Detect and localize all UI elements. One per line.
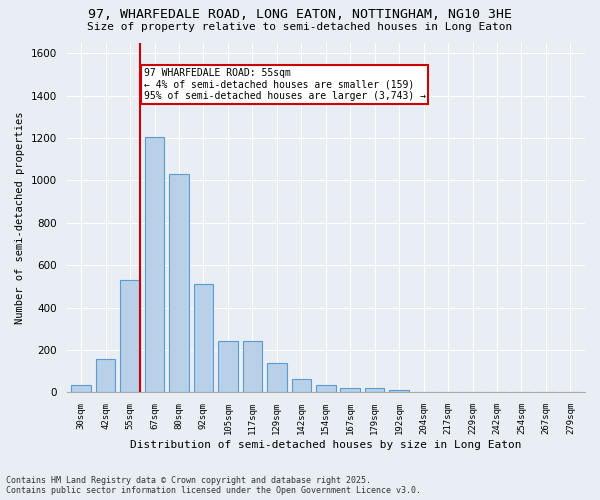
Bar (121, 280, 140, 392)
Bar (169, 174, 189, 392)
Bar (292, 378, 311, 392)
Bar (218, 340, 238, 392)
Text: 97 WHARFEDALE ROAD: 55sqm
← 4% of semi-detached houses are smaller (159)
95% of : 97 WHARFEDALE ROAD: 55sqm ← 4% of semi-d… (143, 68, 425, 101)
Bar (71, 385, 91, 392)
Y-axis label: Number of semi-detached properties: Number of semi-detached properties (15, 111, 25, 324)
Text: Contains HM Land Registry data © Crown copyright and database right 2025.
Contai: Contains HM Land Registry data © Crown c… (6, 476, 421, 495)
Bar (145, 137, 164, 392)
X-axis label: Distribution of semi-detached houses by size in Long Eaton: Distribution of semi-detached houses by … (130, 440, 521, 450)
Text: Size of property relative to semi-detached houses in Long Eaton: Size of property relative to semi-detach… (88, 22, 512, 32)
Bar (242, 340, 262, 392)
Bar (389, 390, 409, 392)
Bar (194, 284, 213, 393)
Bar (316, 385, 335, 392)
Bar (340, 388, 360, 392)
Bar (267, 363, 287, 392)
Bar (96, 358, 115, 392)
Text: 97, WHARFEDALE ROAD, LONG EATON, NOTTINGHAM, NG10 3HE: 97, WHARFEDALE ROAD, LONG EATON, NOTTING… (88, 8, 512, 20)
Bar (365, 388, 385, 392)
